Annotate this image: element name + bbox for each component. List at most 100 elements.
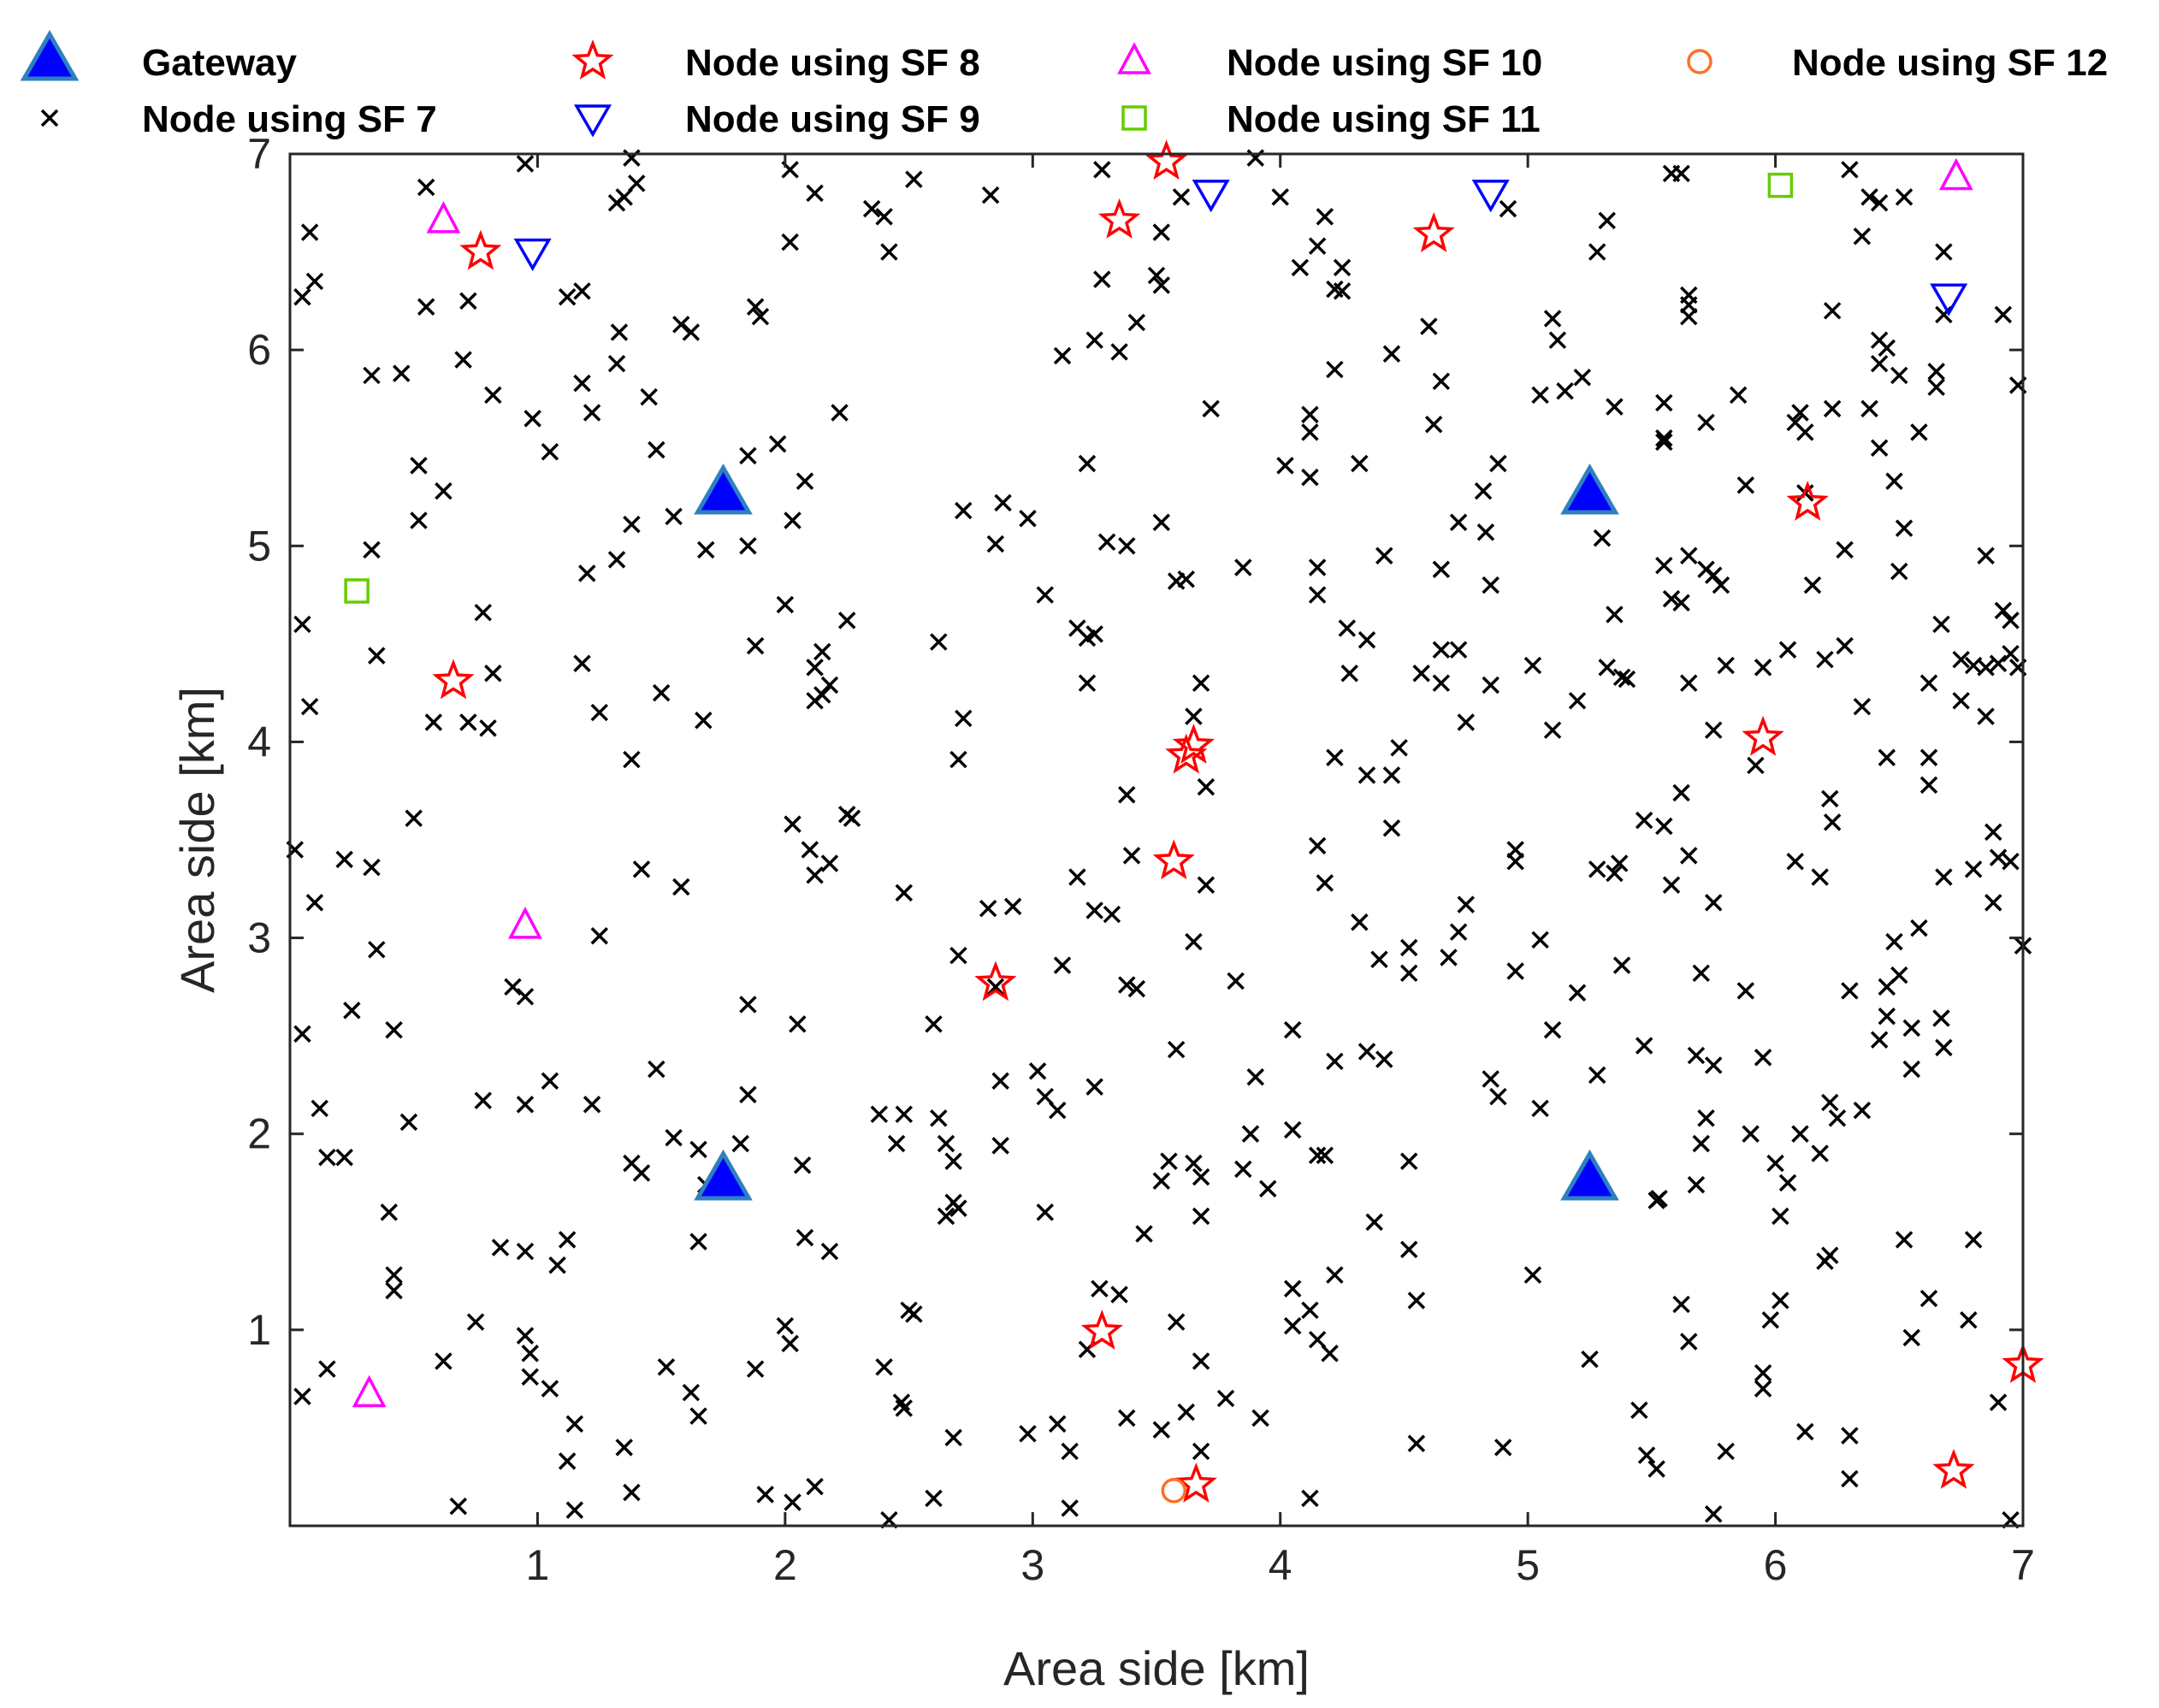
point-node-using-sf-7 <box>887 1134 906 1153</box>
point-node-using-sf-10 <box>1938 157 1973 191</box>
point-node-using-sf-7 <box>1093 270 1111 288</box>
x-tick-label: 4 <box>1269 1541 1292 1589</box>
point-node-using-sf-7 <box>955 709 973 728</box>
point-node-using-sf-7 <box>1680 674 1698 692</box>
point-node-using-sf-7 <box>590 703 609 722</box>
point-node-using-sf-7 <box>820 1242 839 1261</box>
point-node-using-sf-7 <box>1333 282 1352 300</box>
point-node-using-sf-7 <box>1568 984 1587 1002</box>
x-tick-label: 5 <box>1516 1541 1540 1589</box>
point-node-using-sf-7 <box>424 713 443 731</box>
point-node-using-sf-7 <box>1523 1266 1542 1284</box>
point-node-using-sf-7 <box>2002 852 2020 871</box>
point-node-using-sf-7 <box>1672 1295 1690 1314</box>
point-node-using-sf-9 <box>1192 180 1230 213</box>
y-tick-label: 4 <box>247 718 271 765</box>
point-node-using-sf-7 <box>565 1501 584 1519</box>
point-node-using-sf-7 <box>1177 570 1195 588</box>
point-node-using-sf-7 <box>1192 1207 1210 1226</box>
point-node-using-sf-7 <box>1811 1144 1829 1162</box>
point-node-using-sf-7 <box>1358 766 1376 784</box>
legend-item-node-using-sf-11: Node using SF 11 <box>1121 98 1541 140</box>
x-tick-label: 2 <box>773 1541 797 1589</box>
point-node-using-sf-7 <box>1910 423 1928 441</box>
point-node-using-sf-7 <box>1241 1125 1260 1143</box>
point-node-using-sf-7 <box>1919 748 1938 766</box>
point-node-using-sf-7 <box>558 1452 577 1470</box>
point-node-using-sf-7 <box>1598 659 1616 677</box>
point-node-using-sf-7 <box>491 1238 510 1256</box>
point-node-using-sf-7 <box>1316 1146 1334 1165</box>
series-node-using-sf-8 <box>432 139 2044 1503</box>
point-node-using-sf-7 <box>1197 777 1216 796</box>
point-node-using-sf-7 <box>583 404 601 422</box>
point-node-using-sf-7 <box>1085 331 1103 349</box>
point-node-using-sf-7 <box>1167 1313 1186 1331</box>
legend-label-node-using-sf-12: Node using SF 12 <box>1792 42 2108 84</box>
point-node-using-sf-7 <box>806 692 824 710</box>
point-node-using-sf-7 <box>870 1105 889 1124</box>
point-node-using-sf-7 <box>1588 1066 1606 1084</box>
point-node-using-sf-7 <box>796 1228 814 1247</box>
point-node-using-sf-7 <box>1326 1266 1344 1284</box>
point-node-using-sf-7 <box>1568 692 1587 710</box>
point-node-using-sf-7 <box>1655 433 1673 452</box>
point-node-using-sf-7 <box>1704 894 1723 912</box>
point-node-using-sf-8 <box>1097 198 1141 239</box>
point-node-using-sf-7 <box>751 307 770 326</box>
point-node-using-sf-7 <box>393 364 411 382</box>
point-node-using-sf-7 <box>368 647 386 665</box>
point-node-using-sf-7 <box>1593 529 1612 547</box>
point-node-using-sf-7 <box>991 1137 1009 1155</box>
point-node-using-sf-7 <box>1823 813 1842 831</box>
point-node-using-sf-7 <box>925 1489 943 1508</box>
point-node-using-sf-7 <box>648 440 665 459</box>
point-node-using-sf-7 <box>1489 454 1507 473</box>
point-node-using-sf-7 <box>806 184 824 203</box>
point-node-using-sf-7 <box>1283 1120 1302 1139</box>
point-node-using-sf-7 <box>1308 836 1327 855</box>
point-node-using-sf-7 <box>837 612 856 629</box>
series-gateway <box>694 463 1619 1201</box>
point-node-using-sf-7 <box>293 615 311 634</box>
point-node-using-sf-7 <box>1754 1049 1772 1067</box>
point-node-using-sf-7 <box>1110 343 1128 361</box>
point-node-using-sf-7 <box>1885 472 1903 490</box>
point-node-using-sf-7 <box>1276 457 1294 475</box>
y-tick-label: 5 <box>247 522 271 570</box>
point-node-using-sf-7 <box>756 1486 774 1504</box>
point-node-using-sf-7 <box>682 1383 701 1402</box>
point-node-using-sf-7 <box>459 292 477 310</box>
point-node-using-sf-7 <box>1449 513 1468 532</box>
point-node-using-sf-7 <box>1192 674 1210 692</box>
legend-item-node-using-sf-8: Node using SF 8 <box>571 39 980 84</box>
point-node-using-sf-7 <box>1697 1109 1715 1127</box>
point-node-using-sf-7 <box>880 243 898 261</box>
point-node-using-sf-7 <box>1977 659 1995 677</box>
plot-area <box>290 154 2023 1526</box>
point-node-using-sf-7 <box>1985 894 2002 912</box>
point-node-using-sf-7 <box>1291 258 1310 277</box>
point-node-using-sf-7 <box>1301 423 1319 441</box>
point-node-using-sf-7 <box>1338 619 1357 637</box>
point-node-using-sf-7 <box>937 1207 955 1226</box>
point-node-using-sf-7 <box>1118 1409 1136 1427</box>
point-node-using-sf-7 <box>1192 1167 1210 1186</box>
point-node-using-sf-7 <box>1152 513 1171 532</box>
point-node-using-sf-7 <box>1457 895 1476 913</box>
point-node-using-sf-8 <box>1786 481 1829 521</box>
y-tick-label: 6 <box>247 326 271 374</box>
point-node-using-sf-7 <box>1048 1101 1067 1120</box>
point-node-using-sf-7 <box>657 1358 676 1376</box>
point-node-using-sf-7 <box>1747 756 1765 775</box>
point-node-using-sf-7 <box>1321 1345 1339 1362</box>
point-node-using-sf-7 <box>1919 1289 1938 1308</box>
point-node-using-sf-7 <box>1122 847 1141 865</box>
point-node-using-sf-7 <box>385 1281 403 1300</box>
point-node-using-sf-7 <box>1127 979 1146 998</box>
point-node-using-sf-7 <box>474 1091 492 1109</box>
point-node-using-sf-7 <box>1878 339 1896 358</box>
point-node-using-sf-7 <box>1399 964 1418 983</box>
point-node-using-sf-7 <box>1251 1409 1269 1427</box>
point-node-using-sf-7 <box>1227 972 1245 990</box>
